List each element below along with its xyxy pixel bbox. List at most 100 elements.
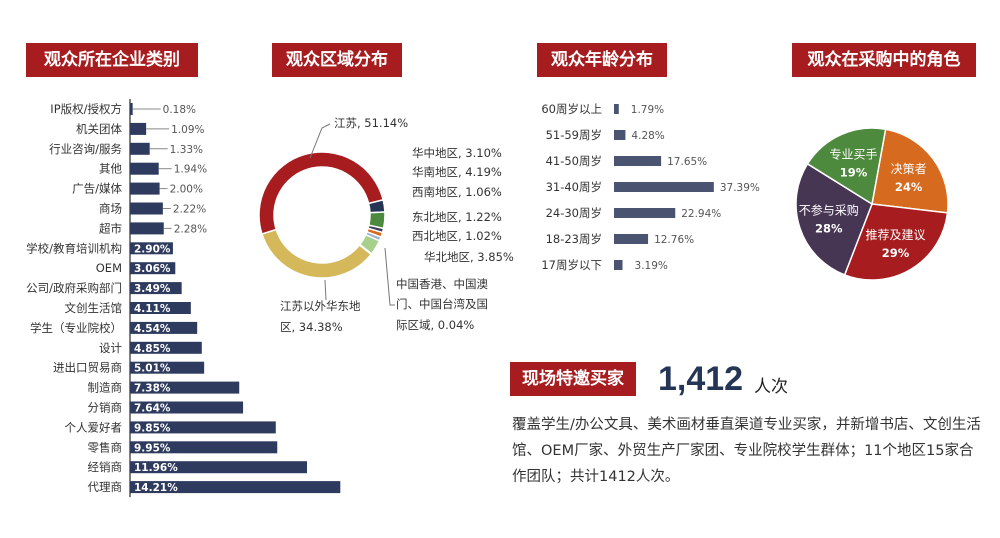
data-label: 11.96% — [134, 462, 178, 474]
slice-label: 门、中国台湾及国 — [396, 297, 488, 311]
category-label: 经销商 — [88, 460, 123, 474]
industry-title: 观众所在企业类别 — [26, 43, 198, 77]
data-label: 22.94% — [681, 208, 721, 220]
bar — [614, 130, 626, 140]
bar — [130, 162, 159, 175]
pie-slice — [806, 127, 887, 206]
slice-value: 24% — [895, 180, 923, 194]
slice-label: 区, 34.38% — [280, 320, 343, 334]
slice-label: 江苏以外华东地 — [280, 299, 361, 313]
slice-label: 中国香港、中国澳 — [396, 277, 488, 291]
category-label: 文创生活馆 — [65, 301, 123, 315]
slice-value: 19% — [840, 165, 868, 179]
bar — [614, 156, 662, 166]
category-label: 制造商 — [88, 381, 123, 395]
data-label: 7.64% — [134, 403, 171, 415]
category-label: 行业咨询/服务 — [49, 142, 122, 156]
age-title: 观众年龄分布 — [537, 43, 667, 77]
buyers-description: 覆盖学生/办公文具、美术画材垂直渠道专业买家，并新增书店、文创生活馆、OEM厂家… — [512, 417, 981, 485]
category-label: 个人爱好者 — [65, 420, 123, 434]
bar — [130, 421, 276, 434]
data-label: 2.28% — [174, 223, 207, 235]
slice-label: 东北地区, 1.22% — [412, 210, 502, 224]
data-label: 2.00% — [170, 184, 203, 196]
category-label: 学生（专业院校） — [30, 321, 122, 335]
data-label: 4.85% — [134, 343, 171, 355]
slice-label: 江苏, 51.14% — [334, 116, 408, 130]
data-label: 9.85% — [134, 422, 171, 434]
donut-slice — [258, 151, 385, 236]
leader-line — [384, 247, 395, 306]
role-title: 观众在采购中的角色 — [792, 43, 976, 77]
category-label: 代理商 — [88, 480, 123, 494]
leader-line — [309, 123, 331, 159]
bar — [130, 361, 205, 374]
category-label: 24-30周岁 — [546, 206, 602, 220]
bar — [130, 142, 150, 155]
bar — [614, 182, 714, 192]
data-label: 37.39% — [720, 182, 760, 194]
data-label: 2.22% — [173, 204, 206, 216]
bar — [130, 401, 244, 414]
bar — [130, 222, 164, 235]
slice-label: 西北地区, 1.02% — [412, 229, 502, 243]
bar — [614, 260, 623, 270]
bar — [130, 182, 160, 195]
data-label: 4.28% — [631, 130, 664, 142]
bar — [130, 461, 308, 474]
bar — [130, 242, 173, 255]
data-label: 3.06% — [134, 263, 171, 275]
bar — [130, 341, 202, 354]
data-label: 12.76% — [654, 234, 694, 246]
data-label: 2.90% — [134, 243, 171, 255]
bar — [614, 208, 676, 218]
pie-slice — [795, 162, 873, 276]
category-label: 51-59周岁 — [546, 128, 602, 142]
category-label: 18-23周岁 — [546, 232, 602, 246]
category-label: 41-50周岁 — [546, 154, 602, 168]
data-label: 1.33% — [170, 144, 203, 156]
bar — [130, 441, 278, 454]
category-label: 60周岁以上 — [541, 102, 602, 116]
slice-value: 28% — [815, 221, 843, 235]
bar — [130, 282, 182, 295]
region-title: 观众区域分布 — [272, 43, 402, 77]
data-label: 0.18% — [163, 104, 196, 116]
category-label: 其他 — [99, 162, 122, 176]
category-label: 广告/媒体 — [72, 182, 122, 196]
bar — [130, 302, 191, 314]
bar — [130, 103, 133, 115]
data-label: 4.11% — [134, 303, 171, 315]
slice-name: 推荐及建议 — [866, 228, 926, 242]
bar — [614, 234, 649, 244]
data-label: 5.01% — [134, 363, 171, 375]
category-label: 设计 — [99, 341, 122, 355]
bar — [614, 104, 619, 114]
category-label: 学校/教育培训机构 — [26, 241, 122, 255]
category-label: 分销商 — [88, 401, 123, 415]
data-label: 3.19% — [635, 260, 668, 272]
data-label: 9.95% — [134, 442, 171, 454]
buyers-count: 1,412 — [658, 360, 744, 398]
slice-name: 决策者 — [891, 162, 927, 176]
slice-label: 际区域, 0.04% — [396, 318, 474, 332]
data-label: 1.79% — [631, 104, 664, 116]
bar — [130, 202, 163, 215]
category-label: 超市 — [99, 221, 122, 235]
slice-value: 29% — [882, 246, 910, 260]
bar — [130, 262, 176, 275]
category-label: 公司/政府采购部门 — [26, 281, 122, 295]
bar — [130, 122, 147, 135]
bar — [130, 321, 198, 334]
pie-slice — [843, 203, 949, 281]
data-label: 1.94% — [174, 164, 207, 176]
bar — [130, 381, 240, 394]
category-label: 机关团体 — [76, 122, 122, 136]
data-label: 4.54% — [134, 323, 171, 335]
category-label: 零售商 — [88, 440, 123, 454]
pie-slice — [871, 128, 949, 214]
data-label: 17.65% — [667, 156, 707, 168]
category-label: 17周岁以下 — [541, 258, 602, 272]
